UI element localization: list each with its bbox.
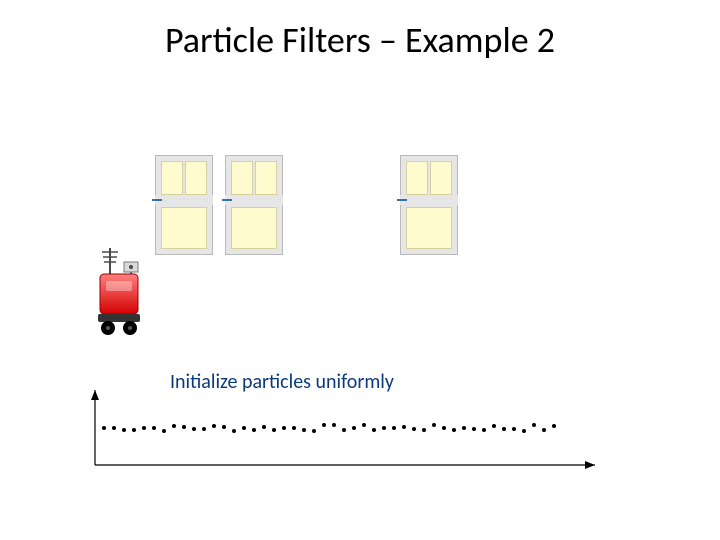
particle-dot	[402, 425, 406, 429]
particle-dot	[362, 423, 366, 427]
particle-dot	[532, 423, 536, 427]
particle-dot	[322, 423, 326, 427]
particle-dot	[212, 424, 216, 428]
particle-dot	[382, 426, 386, 430]
axis	[85, 390, 625, 485]
particle-dot	[312, 429, 316, 433]
particle-dot	[242, 426, 246, 430]
particle-dot	[482, 428, 486, 432]
particle-dot	[182, 425, 186, 429]
door-handle	[405, 199, 407, 201]
door-3	[400, 155, 458, 255]
particle-dot	[112, 426, 116, 430]
door-bar	[225, 195, 283, 205]
particle-dot	[392, 426, 396, 430]
particle-dot	[122, 428, 126, 432]
particle-dot	[442, 426, 446, 430]
door-1	[155, 155, 213, 255]
door-pane	[185, 161, 207, 195]
door-2	[225, 155, 283, 255]
particle-dot	[412, 427, 416, 431]
door-bar	[155, 195, 213, 205]
particle-dot	[542, 428, 546, 432]
particle-strip	[102, 412, 570, 430]
door-pane	[255, 161, 277, 195]
particle-dot	[132, 428, 136, 432]
particle-dot	[232, 429, 236, 433]
door-pane	[430, 161, 452, 195]
particle-dot	[332, 423, 336, 427]
particle-dot	[222, 425, 226, 429]
particle-dot	[372, 428, 376, 432]
door-pane	[231, 207, 277, 249]
door-pane	[406, 207, 452, 249]
particle-dot	[492, 424, 496, 428]
particle-dot	[502, 427, 506, 431]
particle-dot	[302, 428, 306, 432]
particle-dot	[522, 429, 526, 433]
particle-dot	[462, 426, 466, 430]
particle-dot	[472, 427, 476, 431]
particle-dot	[292, 426, 296, 430]
door-bar	[400, 195, 458, 205]
particle-dot	[202, 427, 206, 431]
door-pane	[406, 161, 428, 195]
particle-dot	[142, 426, 146, 430]
particle-dot	[102, 426, 106, 430]
door-pane	[161, 161, 183, 195]
door-pane	[231, 161, 253, 195]
particle-dot	[552, 424, 556, 428]
particle-dot	[272, 428, 276, 432]
door-handle	[230, 199, 232, 201]
particle-dot	[422, 428, 426, 432]
particle-dot	[432, 423, 436, 427]
page-title: Particle Filters – Example 2	[0, 18, 720, 62]
particle-dot	[162, 429, 166, 433]
door-pane	[161, 207, 207, 249]
particle-dot	[252, 428, 256, 432]
particle-dot	[282, 426, 286, 430]
particle-dot	[152, 426, 156, 430]
particle-dot	[342, 428, 346, 432]
particle-dot	[452, 428, 456, 432]
particle-dot	[192, 427, 196, 431]
robot-icon	[90, 248, 150, 338]
particle-dot	[172, 424, 176, 428]
particle-dot	[352, 426, 356, 430]
particle-dot	[512, 427, 516, 431]
particle-dot	[262, 425, 266, 429]
door-handle	[160, 199, 162, 201]
